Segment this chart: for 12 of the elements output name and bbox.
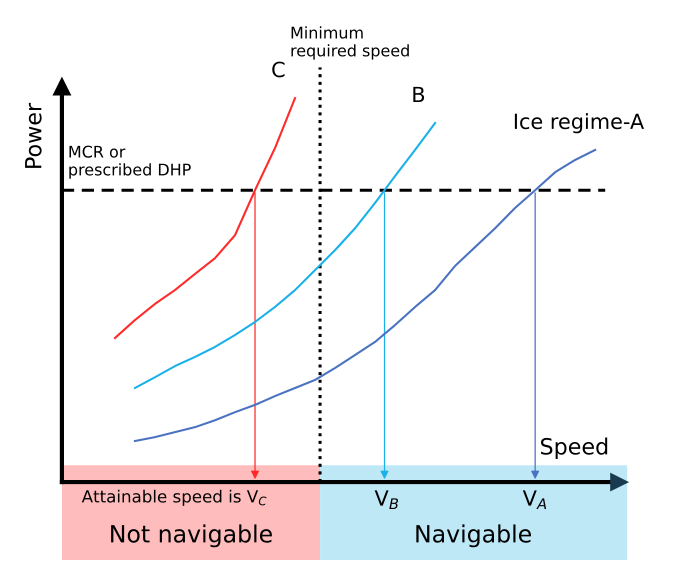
text: V$_{A}$ <box>522 490 546 509</box>
text: Not navigable <box>111 524 272 548</box>
ref-line-label: MCR or prescribed DHP <box>69 146 191 179</box>
series-label: B <box>413 86 424 102</box>
text: Attainable speed is V$_{C}$ <box>82 490 266 506</box>
series-label: Ice regime-A <box>514 113 644 134</box>
x-axis-title: Speed <box>540 438 608 460</box>
series-label: C <box>272 62 285 78</box>
text: V$_{B}$ <box>374 490 398 509</box>
text: Minimum required speed <box>291 26 409 60</box>
y-axis-title: Power <box>25 102 42 168</box>
text: Navigable <box>416 524 531 548</box>
